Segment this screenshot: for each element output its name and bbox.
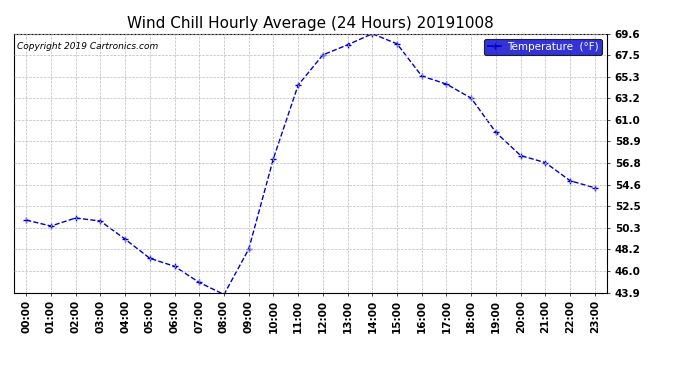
Legend: Temperature  (°F): Temperature (°F) <box>484 39 602 55</box>
Title: Wind Chill Hourly Average (24 Hours) 20191008: Wind Chill Hourly Average (24 Hours) 201… <box>127 16 494 31</box>
Text: Copyright 2019 Cartronics.com: Copyright 2019 Cartronics.com <box>17 42 158 51</box>
